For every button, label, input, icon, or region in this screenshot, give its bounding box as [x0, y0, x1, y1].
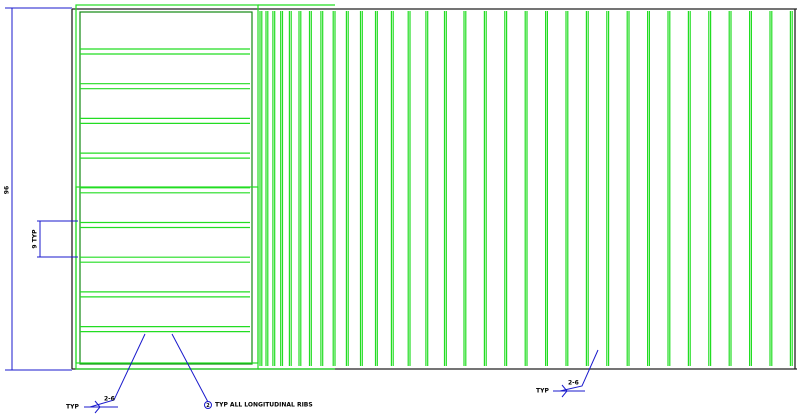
callout: 2 TYP ALL LONGITUDINAL RIBS [171, 333, 313, 409]
weld-symbol: TYP 2-6 [536, 349, 599, 398]
weld-label: TYP [536, 388, 549, 395]
dimension-text: 96 [4, 186, 11, 194]
callout-text: TYP ALL LONGITUDINAL RIBS [215, 402, 313, 409]
overall-dimension: 96 [4, 7, 72, 371]
weld-size: 2-6 [104, 396, 115, 403]
callout-number: 2 [206, 403, 210, 409]
dimension-text: 9 TYP [32, 229, 39, 249]
weld-symbol: TYP 2-6 [66, 333, 146, 414]
rib-spacing-dimension: 9 TYP [32, 220, 78, 258]
weld-size: 2-6 [568, 380, 579, 387]
ribs [80, 9, 796, 369]
weld-label: TYP [66, 404, 79, 411]
